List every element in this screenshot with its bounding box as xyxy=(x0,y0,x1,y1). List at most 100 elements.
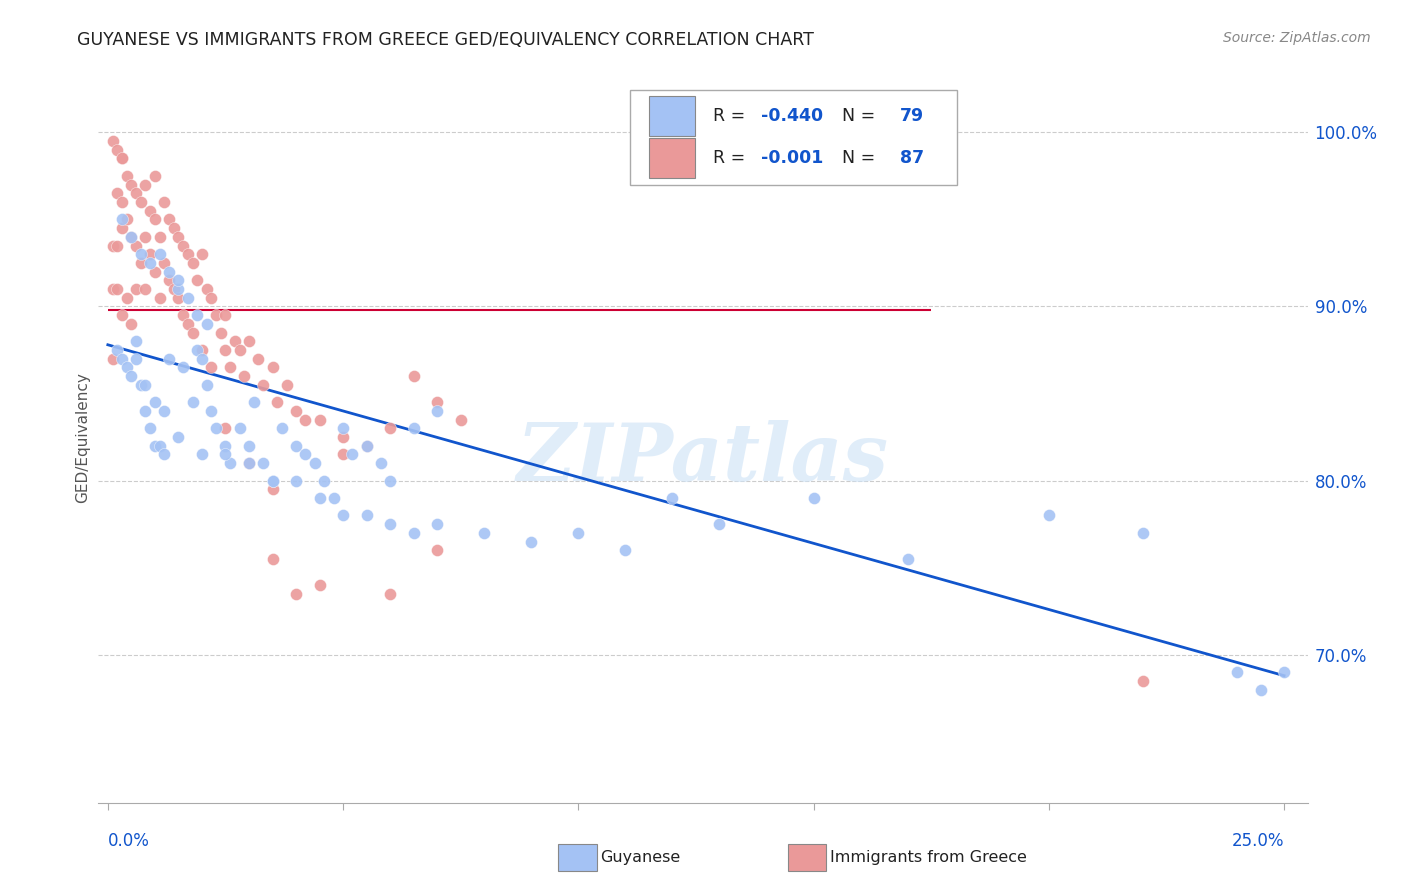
Point xyxy=(276,377,298,392)
Point xyxy=(163,221,186,235)
Point xyxy=(149,247,172,261)
Point xyxy=(177,247,200,261)
Point xyxy=(129,194,152,209)
Point xyxy=(356,508,378,523)
Point xyxy=(252,377,274,392)
Point xyxy=(115,360,138,375)
Point xyxy=(153,256,176,270)
Point xyxy=(153,194,176,209)
Point xyxy=(125,334,148,349)
Point xyxy=(378,474,401,488)
Point xyxy=(205,308,228,322)
Point xyxy=(195,282,218,296)
Text: N =: N = xyxy=(831,149,882,167)
Point xyxy=(111,221,134,235)
Point xyxy=(238,456,260,470)
Point xyxy=(167,282,190,296)
Point xyxy=(195,317,218,331)
Point xyxy=(214,448,236,462)
Point xyxy=(402,421,425,435)
Point xyxy=(101,351,124,366)
Text: 25.0%: 25.0% xyxy=(1232,832,1284,850)
Point xyxy=(262,360,284,375)
Point xyxy=(120,229,142,244)
Point xyxy=(153,404,176,418)
Point xyxy=(356,439,378,453)
Point xyxy=(111,308,134,322)
Point xyxy=(181,395,204,409)
Point xyxy=(219,456,242,470)
Point xyxy=(157,351,180,366)
Point xyxy=(228,343,250,357)
Point xyxy=(1132,673,1154,688)
Point xyxy=(661,491,683,505)
Point xyxy=(709,517,731,532)
Point xyxy=(186,273,208,287)
Point xyxy=(803,491,825,505)
Text: Guyanese: Guyanese xyxy=(600,850,681,865)
Point xyxy=(332,508,354,523)
Text: N =: N = xyxy=(831,107,882,125)
Point xyxy=(219,360,242,375)
Point xyxy=(172,238,194,252)
Point xyxy=(224,334,246,349)
Point xyxy=(200,360,222,375)
Point xyxy=(172,360,194,375)
Point xyxy=(125,186,148,201)
Point xyxy=(285,404,308,418)
Point xyxy=(191,247,214,261)
Point xyxy=(332,448,354,462)
Point xyxy=(402,369,425,384)
Point xyxy=(285,474,308,488)
FancyBboxPatch shape xyxy=(648,96,695,136)
Point xyxy=(105,282,128,296)
Point xyxy=(228,421,250,435)
Point xyxy=(426,395,449,409)
FancyBboxPatch shape xyxy=(630,90,957,185)
Point xyxy=(214,343,236,357)
Point xyxy=(242,395,264,409)
Point xyxy=(149,291,172,305)
Point xyxy=(308,491,330,505)
Point xyxy=(214,308,236,322)
Point xyxy=(153,448,176,462)
Point xyxy=(139,256,162,270)
Point xyxy=(143,395,166,409)
Point xyxy=(111,212,134,227)
Point xyxy=(897,552,920,566)
Point xyxy=(200,404,222,418)
Point xyxy=(191,351,214,366)
Point xyxy=(157,265,180,279)
Text: 79: 79 xyxy=(900,107,924,125)
Point xyxy=(149,229,172,244)
FancyBboxPatch shape xyxy=(648,138,695,178)
Point xyxy=(200,291,222,305)
Point xyxy=(139,203,162,218)
Text: R =: R = xyxy=(713,107,751,125)
Point xyxy=(134,377,156,392)
Point xyxy=(262,474,284,488)
Point xyxy=(134,282,156,296)
Point xyxy=(294,448,316,462)
Point xyxy=(143,439,166,453)
Point xyxy=(205,421,228,435)
Point xyxy=(167,229,190,244)
Y-axis label: GED/Equivalency: GED/Equivalency xyxy=(75,372,90,502)
Point xyxy=(129,256,152,270)
Point xyxy=(1250,682,1272,697)
Point xyxy=(139,247,162,261)
Point xyxy=(233,369,256,384)
Point xyxy=(167,273,190,287)
Point xyxy=(294,412,316,426)
Point xyxy=(149,439,172,453)
Point xyxy=(370,456,392,470)
Point xyxy=(472,525,495,540)
Point xyxy=(426,404,449,418)
Point xyxy=(101,134,124,148)
Text: R =: R = xyxy=(713,149,751,167)
Point xyxy=(262,474,284,488)
Point xyxy=(285,439,308,453)
Point xyxy=(191,343,214,357)
Text: Source: ZipAtlas.com: Source: ZipAtlas.com xyxy=(1223,31,1371,45)
Point xyxy=(314,474,336,488)
